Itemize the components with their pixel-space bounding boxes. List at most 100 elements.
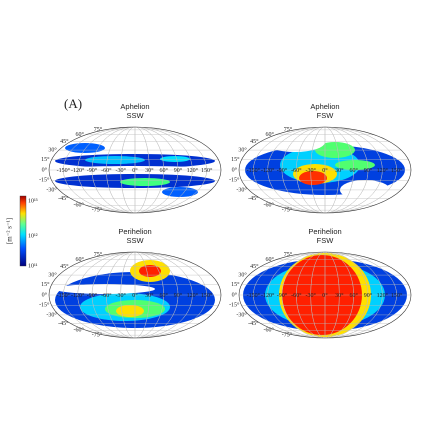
lat-label: -75° bbox=[282, 332, 293, 339]
colorbar-tick: 10¹² bbox=[28, 233, 38, 239]
lat-label: 15° bbox=[231, 156, 240, 163]
lon-label: -90° bbox=[277, 292, 288, 299]
map-outline bbox=[48, 251, 222, 339]
lon-label: 0° bbox=[322, 167, 328, 174]
lon-label: 60° bbox=[349, 292, 358, 299]
heat-region bbox=[335, 160, 375, 170]
panel-title: Perihelion bbox=[308, 227, 341, 236]
lon-label: -30° bbox=[305, 292, 316, 299]
lon-label: 0° bbox=[132, 292, 138, 299]
lat-label: -45° bbox=[248, 320, 259, 327]
lon-label: 120° bbox=[187, 167, 199, 174]
lon-label: -60° bbox=[101, 167, 112, 174]
map-panel: 75°60°45°30°15°0°-15°-30°-45°-60°-75°-15… bbox=[229, 102, 412, 214]
panel-subtitle: SSW bbox=[126, 236, 144, 245]
lon-label: 0° bbox=[132, 167, 138, 174]
lon-label: -150° bbox=[57, 167, 71, 174]
lat-label: -15° bbox=[39, 302, 50, 309]
lon-label: 0° bbox=[322, 292, 328, 299]
lat-label: -60° bbox=[264, 327, 275, 334]
lon-label: -60° bbox=[291, 292, 302, 299]
lon-label: 30° bbox=[335, 292, 344, 299]
lat-label: -15° bbox=[39, 177, 50, 184]
lat-label: -75° bbox=[282, 207, 293, 214]
lat-label: -30° bbox=[46, 186, 57, 193]
lon-label: 90° bbox=[364, 167, 373, 174]
lon-label: -150° bbox=[57, 292, 71, 299]
lat-label: 60° bbox=[266, 256, 275, 263]
lat-label: 75° bbox=[284, 251, 293, 258]
lon-label: -60° bbox=[291, 167, 302, 174]
lat-label: 45° bbox=[60, 138, 69, 145]
lon-label: -90° bbox=[277, 167, 288, 174]
colorbar-tick: 10¹³ bbox=[28, 198, 38, 204]
lat-label: 60° bbox=[266, 131, 275, 138]
lon-label: 90° bbox=[174, 292, 183, 299]
map-outline bbox=[48, 126, 222, 214]
lon-label: -90° bbox=[87, 167, 98, 174]
lat-label: 30° bbox=[238, 271, 247, 278]
lat-label: 30° bbox=[238, 146, 247, 153]
heat-region bbox=[160, 156, 190, 162]
panel-title: Perihelion bbox=[118, 227, 151, 236]
panel-subtitle: FSW bbox=[317, 111, 335, 120]
lat-label: 15° bbox=[41, 156, 50, 163]
lat-label: 60° bbox=[76, 131, 85, 138]
lon-label: 90° bbox=[174, 167, 183, 174]
lat-label: 75° bbox=[284, 126, 293, 133]
lon-label: 120° bbox=[187, 292, 199, 299]
lon-label: -120° bbox=[71, 292, 85, 299]
lon-label: 60° bbox=[159, 292, 168, 299]
panel-subtitle: FSW bbox=[317, 236, 335, 245]
colorbar-label: [m⁻² s⁻¹] bbox=[6, 218, 14, 244]
lat-label: 45° bbox=[60, 263, 69, 270]
lat-label: 45° bbox=[250, 138, 259, 145]
lon-label: 60° bbox=[159, 167, 168, 174]
lat-label: -15° bbox=[229, 302, 240, 309]
lat-label: -45° bbox=[248, 195, 259, 202]
lon-label: -120° bbox=[261, 292, 275, 299]
lat-label: -75° bbox=[92, 332, 103, 339]
heat-region bbox=[85, 156, 145, 164]
lon-label: 60° bbox=[349, 167, 358, 174]
lat-label: -45° bbox=[58, 320, 69, 327]
lat-label: -75° bbox=[92, 207, 103, 214]
lon-label: 150° bbox=[391, 167, 403, 174]
lon-label: -150° bbox=[247, 292, 261, 299]
lat-label: 45° bbox=[250, 263, 259, 270]
lon-label: -120° bbox=[71, 167, 85, 174]
lat-label: 0° bbox=[232, 166, 238, 173]
lat-label: 75° bbox=[94, 126, 103, 133]
colorbar-tick: 10¹¹ bbox=[28, 263, 38, 269]
lon-label: 150° bbox=[201, 167, 213, 174]
lat-label: -60° bbox=[74, 202, 85, 209]
lat-label: 60° bbox=[76, 256, 85, 263]
heat-region bbox=[299, 171, 327, 185]
map-outline bbox=[238, 251, 412, 339]
map-panel: 75°60°45°30°15°0°-15°-30°-45°-60°-75°-15… bbox=[39, 102, 222, 214]
lat-label: -30° bbox=[236, 311, 247, 318]
lon-label: 150° bbox=[391, 292, 403, 299]
lon-label: -60° bbox=[101, 292, 112, 299]
panel-title: Aphelion bbox=[310, 102, 339, 111]
heat-region bbox=[139, 265, 161, 277]
colorbar bbox=[19, 195, 27, 267]
lat-label: 0° bbox=[232, 291, 238, 298]
lon-label: 120° bbox=[377, 167, 389, 174]
panel-label: (A) bbox=[64, 96, 82, 111]
lon-label: 90° bbox=[364, 292, 373, 299]
lat-label: -60° bbox=[74, 327, 85, 334]
lon-label: -30° bbox=[115, 167, 126, 174]
lat-label: -30° bbox=[46, 311, 57, 318]
map-panel: 75°60°45°30°15°0°-15°-30°-45°-60°-75°-15… bbox=[39, 227, 222, 339]
heat-region bbox=[55, 284, 155, 294]
lat-label: 15° bbox=[41, 281, 50, 288]
lat-label: 15° bbox=[231, 281, 240, 288]
lon-label: 30° bbox=[145, 292, 154, 299]
map-panel: 75°60°45°30°15°0°-15°-30°-45°-60°-75°-15… bbox=[229, 227, 412, 339]
lat-label: -60° bbox=[264, 202, 275, 209]
map-outline bbox=[238, 126, 412, 214]
heat-region bbox=[120, 178, 170, 186]
lat-label: 0° bbox=[42, 291, 48, 298]
